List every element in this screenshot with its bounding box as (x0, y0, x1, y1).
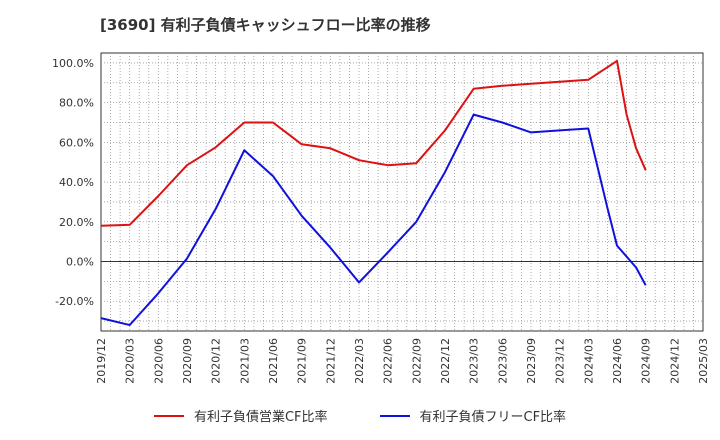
x-tick-label: 2024/06 (611, 338, 624, 384)
series-layer (100, 59, 647, 326)
legend: 有利子負債営業CF比率 有利子負債フリーCF比率 (0, 406, 720, 425)
legend-swatch-operating-cf (153, 414, 184, 417)
x-tick-label: 2023/09 (525, 338, 538, 384)
y-tick-label: 0.0% (66, 256, 94, 269)
x-tick-label: 2023/06 (496, 338, 509, 384)
x-tick-label: 2020/06 (152, 338, 165, 384)
series-line-free-cf (100, 113, 647, 326)
grid-layer (100, 52, 704, 332)
y-tick-label: 40.0% (59, 176, 94, 189)
x-tick-label: 2020/12 (210, 338, 223, 384)
x-tick-label: 2021/06 (267, 338, 280, 384)
x-tick-label: 2023/03 (468, 338, 481, 384)
series-line-operating-cf (100, 59, 647, 227)
x-tick-label: 2024/12 (668, 338, 681, 384)
x-tick-label: 2021/09 (296, 338, 309, 384)
x-tick-label: 2022/09 (410, 338, 423, 384)
x-tick-label: 2020/09 (181, 338, 194, 384)
legend-label-free-cf: 有利子負債フリーCF比率 (419, 410, 567, 425)
y-tick-label: 100.0% (52, 57, 94, 70)
x-tick-label: 2025/03 (697, 338, 710, 384)
x-tick-label: 2021/12 (324, 338, 337, 384)
x-tick-label: 2024/03 (582, 338, 595, 384)
y-tick-label: 60.0% (59, 136, 94, 149)
legend-label-operating-cf: 有利子負債営業CF比率 (193, 410, 328, 425)
x-tick-label: 2022/12 (439, 338, 452, 384)
x-tick-label: 2023/12 (554, 338, 567, 384)
legend-swatch-free-cf (379, 414, 410, 417)
axis-layer: -20.0% 0.0% 20.0% 40.0% 60.0% 80.0% 100.0% 2019… (52, 57, 710, 384)
x-tick-label: 2019/12 (95, 338, 108, 384)
plot-frame (100, 52, 704, 332)
x-tick-label: 2020/03 (124, 338, 137, 384)
x-tick-label: 2024/09 (640, 338, 653, 384)
x-tick-label: 2021/03 (238, 338, 251, 384)
legend-item-operating-cf: 有利子負債営業CF比率 (153, 406, 328, 425)
x-tick-label: 2022/06 (382, 338, 395, 384)
y-tick-label: -20.0% (55, 295, 94, 308)
y-tick-label: 20.0% (59, 216, 94, 229)
chart-title: [3690] 有利子負債キャッシュフロー比率の推移 (100, 16, 431, 34)
y-tick-label: 80.0% (59, 97, 94, 110)
legend-item-free-cf: 有利子負債フリーCF比率 (379, 406, 567, 425)
x-tick-label: 2022/03 (353, 338, 366, 384)
